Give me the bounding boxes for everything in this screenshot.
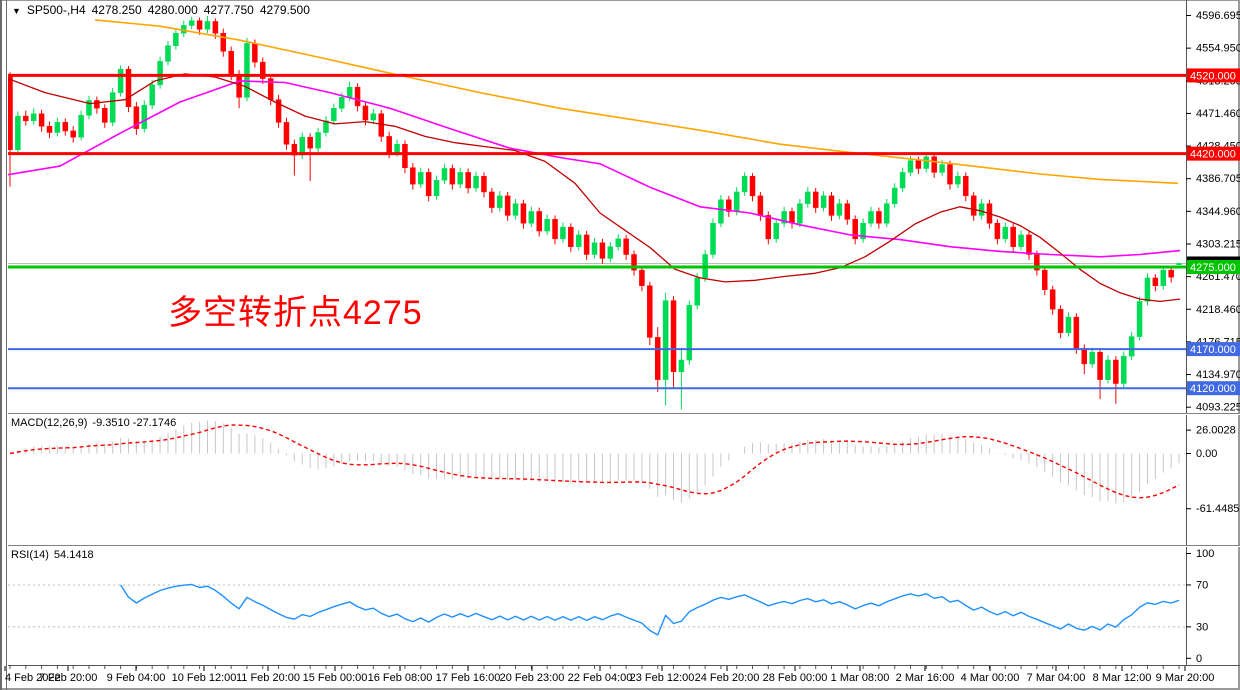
svg-text:8 Mar 12:00: 8 Mar 12:00	[1093, 672, 1152, 684]
quote-high: 4280.000	[147, 3, 198, 17]
svg-text:11 Feb 20:00: 11 Feb 20:00	[236, 672, 300, 684]
svg-text:20 Feb 23:00: 20 Feb 23:00	[500, 672, 565, 684]
svg-text:28 Feb 00:00: 28 Feb 00:00	[763, 672, 828, 684]
svg-text:7 Feb 20:00: 7 Feb 20:00	[39, 672, 98, 684]
svg-text:4386.705: 4386.705	[1196, 173, 1240, 185]
main-price-pane[interactable]	[8, 16, 1187, 410]
svg-text:4 Feb 2022: 4 Feb 2022	[5, 672, 61, 684]
svg-text:30: 30	[1196, 621, 1208, 633]
rsi-pane[interactable]	[8, 583, 1186, 636]
svg-text:4093.225: 4093.225	[1196, 402, 1240, 414]
svg-text:4303.215: 4303.215	[1196, 238, 1240, 250]
svg-text:4520.000: 4520.000	[1190, 70, 1236, 82]
svg-text:15 Feb 00:00: 15 Feb 00:00	[303, 672, 368, 684]
svg-text:4420.000: 4420.000	[1190, 149, 1236, 161]
svg-text:24 Feb 20:00: 24 Feb 20:00	[695, 672, 760, 684]
svg-text:0.00: 0.00	[1196, 448, 1217, 460]
price-axis[interactable]: 4596.6954554.9504513.2054471.4604428.450…	[1186, 10, 1240, 665]
svg-text:-61.4485: -61.4485	[1196, 503, 1239, 515]
svg-text:16 Feb 08:00: 16 Feb 08:00	[368, 672, 433, 684]
svg-text:7 Mar 04:00: 7 Mar 04:00	[1027, 672, 1086, 684]
svg-text:4218.460: 4218.460	[1196, 304, 1240, 316]
svg-text:4261.470: 4261.470	[1196, 271, 1240, 283]
quote-close: 4279.500	[259, 3, 310, 17]
svg-text:9 Mar 20:00: 9 Mar 20:00	[1156, 672, 1215, 684]
svg-text:70: 70	[1196, 579, 1208, 591]
svg-text:4471.460: 4471.460	[1196, 108, 1240, 120]
svg-text:2 Mar 16:00: 2 Mar 16:00	[896, 672, 955, 684]
svg-text:17 Feb 16:00: 17 Feb 16:00	[436, 672, 501, 684]
svg-text:4596.695: 4596.695	[1196, 10, 1240, 22]
svg-text:23 Feb 12:00: 23 Feb 12:00	[630, 672, 695, 684]
svg-text:26.0028: 26.0028	[1196, 425, 1236, 437]
svg-text:1 Mar 08:00: 1 Mar 08:00	[831, 672, 890, 684]
svg-text:4554.950: 4554.950	[1196, 43, 1240, 55]
macd-values: -9.3510 -27.1746	[92, 417, 177, 429]
svg-text:10 Feb 12:00: 10 Feb 12:00	[172, 672, 237, 684]
symbol-period-label: SP500-,H4	[26, 3, 86, 17]
svg-text:100: 100	[1196, 548, 1214, 560]
svg-text:4170.000: 4170.000	[1190, 344, 1236, 356]
macd-indicator-label: MACD(12,26,9) -9.3510 -27.1746	[11, 417, 177, 429]
rsi-value: 54.1418	[53, 549, 94, 561]
chart-title: ▼ SP500-,H4 4278.250 4280.000 4277.750 4279.5…	[12, 3, 316, 17]
svg-text:4120.000: 4120.000	[1190, 383, 1236, 395]
svg-text:4 Mar 00:00: 4 Mar 00:00	[961, 672, 1020, 684]
text-annotation: 多空转折点4275	[168, 294, 423, 332]
svg-text:4344.960: 4344.960	[1196, 206, 1240, 218]
svg-text:22 Feb 04:00: 22 Feb 04:00	[568, 672, 633, 684]
svg-text:9 Feb 04:00: 9 Feb 04:00	[107, 672, 166, 684]
symbol-dropdown-icon[interactable]: ▼	[12, 6, 21, 16]
quote-low: 4277.750	[203, 3, 254, 17]
svg-text:4134.970: 4134.970	[1196, 369, 1240, 381]
svg-text:0: 0	[1196, 653, 1202, 665]
quote-open: 4278.250	[91, 3, 142, 17]
rsi-indicator-label: RSI(14) 54.1418	[11, 549, 94, 561]
macd-pane[interactable]	[9, 420, 1180, 504]
svg-text:4275.000: 4275.000	[1190, 262, 1236, 274]
